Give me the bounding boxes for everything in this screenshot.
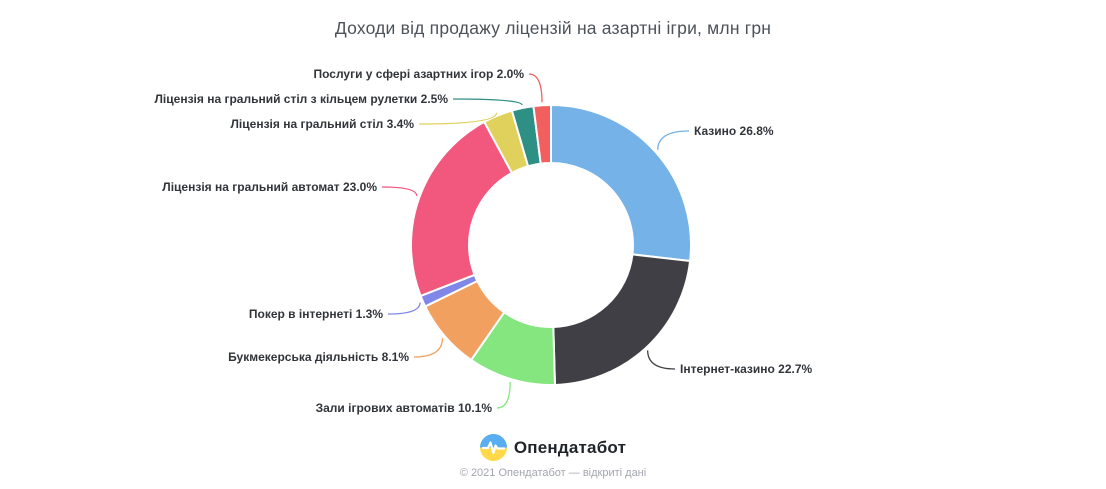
opendatabot-pulse-circle-icon — [479, 434, 507, 461]
slice-label-8: Послуги у сфері азартних ігор 2.0% — [313, 67, 524, 81]
pie-slice-8[interactable] — [532, 104, 552, 165]
chart-title: Доходи від продажу ліцензій на азартні і… — [334, 18, 772, 38]
pie-slice-1[interactable] — [552, 253, 692, 386]
label-connector-1 — [647, 350, 676, 370]
footer-copyright: © 2021 Опендатабот — відкриті дані — [459, 467, 647, 479]
label-connector-4 — [387, 302, 421, 315]
label-connector-0 — [657, 130, 690, 150]
slice-label-2: Зали ігрових автоматів 10.1% — [315, 401, 492, 415]
slice-label-5: Ліцензія на гральний автомат 23.0% — [162, 180, 377, 194]
slice-label-3: Букмекерська діяльність 8.1% — [228, 350, 409, 364]
slice-label-4: Покер в інтернеті 1.3% — [248, 307, 383, 321]
slice-label-0: Казино 26.8% — [694, 124, 774, 138]
label-connector-6 — [418, 112, 498, 125]
slice-label-1: Інтернет-казино 22.7% — [680, 362, 813, 376]
label-connector-5 — [381, 186, 418, 197]
label-connector-7 — [452, 98, 523, 106]
pie-slice-0[interactable] — [550, 104, 692, 263]
label-connector-2 — [496, 382, 511, 409]
label-connector-8 — [528, 73, 543, 103]
label-connector-3 — [413, 338, 444, 358]
slice-label-6: Ліцензія на гральний стіл 3.4% — [230, 117, 414, 131]
logo[interactable]: Опендатабот — [0, 434, 1106, 461]
slice-label-7: Ліцензія на гральний стіл з кільцем руле… — [154, 92, 448, 106]
pie-slice-5[interactable] — [410, 120, 513, 297]
logo-text: Опендатабот — [513, 437, 627, 457]
